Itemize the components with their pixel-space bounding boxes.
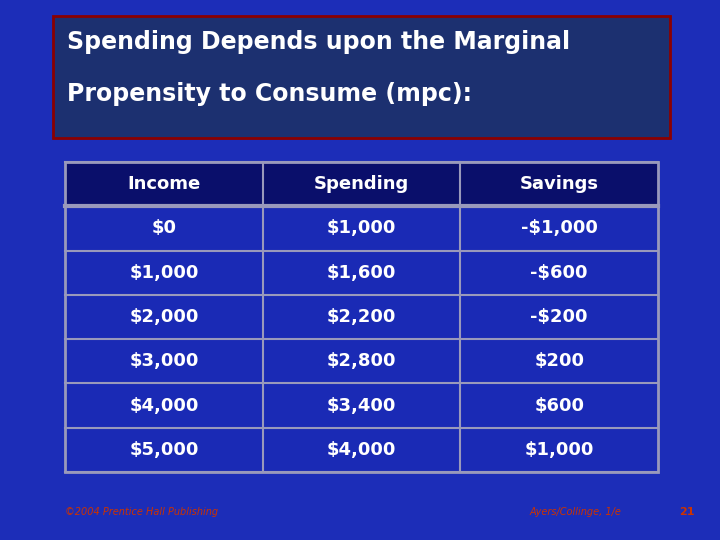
Text: $4,000: $4,000 — [327, 441, 396, 459]
Bar — [65, 428, 658, 472]
Text: Propensity to Consume (mpc):: Propensity to Consume (mpc): — [67, 82, 472, 106]
Bar — [65, 206, 658, 251]
Text: $1,000: $1,000 — [524, 441, 594, 459]
Text: $3,400: $3,400 — [327, 396, 396, 415]
Bar — [65, 162, 658, 206]
Text: $1,000: $1,000 — [327, 219, 396, 238]
Bar — [65, 383, 658, 428]
Text: Ayers/Collinge, 1/e: Ayers/Collinge, 1/e — [530, 507, 622, 517]
Text: 21: 21 — [680, 507, 695, 517]
Text: $4,000: $4,000 — [129, 396, 199, 415]
Text: $600: $600 — [534, 396, 584, 415]
Text: $200: $200 — [534, 352, 584, 370]
Text: $5,000: $5,000 — [129, 441, 199, 459]
Bar — [65, 339, 658, 383]
Text: ©2004 Prentice Hall Publishing: ©2004 Prentice Hall Publishing — [65, 507, 218, 517]
Bar — [65, 162, 658, 472]
Text: -$1,000: -$1,000 — [521, 219, 598, 238]
Text: $1,600: $1,600 — [327, 264, 396, 282]
Bar — [65, 295, 658, 339]
Text: $1,000: $1,000 — [129, 264, 199, 282]
Text: -$200: -$200 — [531, 308, 588, 326]
Text: $3,000: $3,000 — [129, 352, 199, 370]
Text: $2,800: $2,800 — [327, 352, 396, 370]
Bar — [65, 251, 658, 295]
Text: -$600: -$600 — [531, 264, 588, 282]
Text: Spending Depends upon the Marginal: Spending Depends upon the Marginal — [67, 30, 570, 54]
Text: Spending: Spending — [314, 175, 409, 193]
FancyBboxPatch shape — [53, 16, 670, 138]
Text: Savings: Savings — [520, 175, 598, 193]
Text: $2,000: $2,000 — [129, 308, 199, 326]
Text: $0: $0 — [151, 219, 176, 238]
Text: Income: Income — [127, 175, 200, 193]
Text: $2,200: $2,200 — [327, 308, 396, 326]
